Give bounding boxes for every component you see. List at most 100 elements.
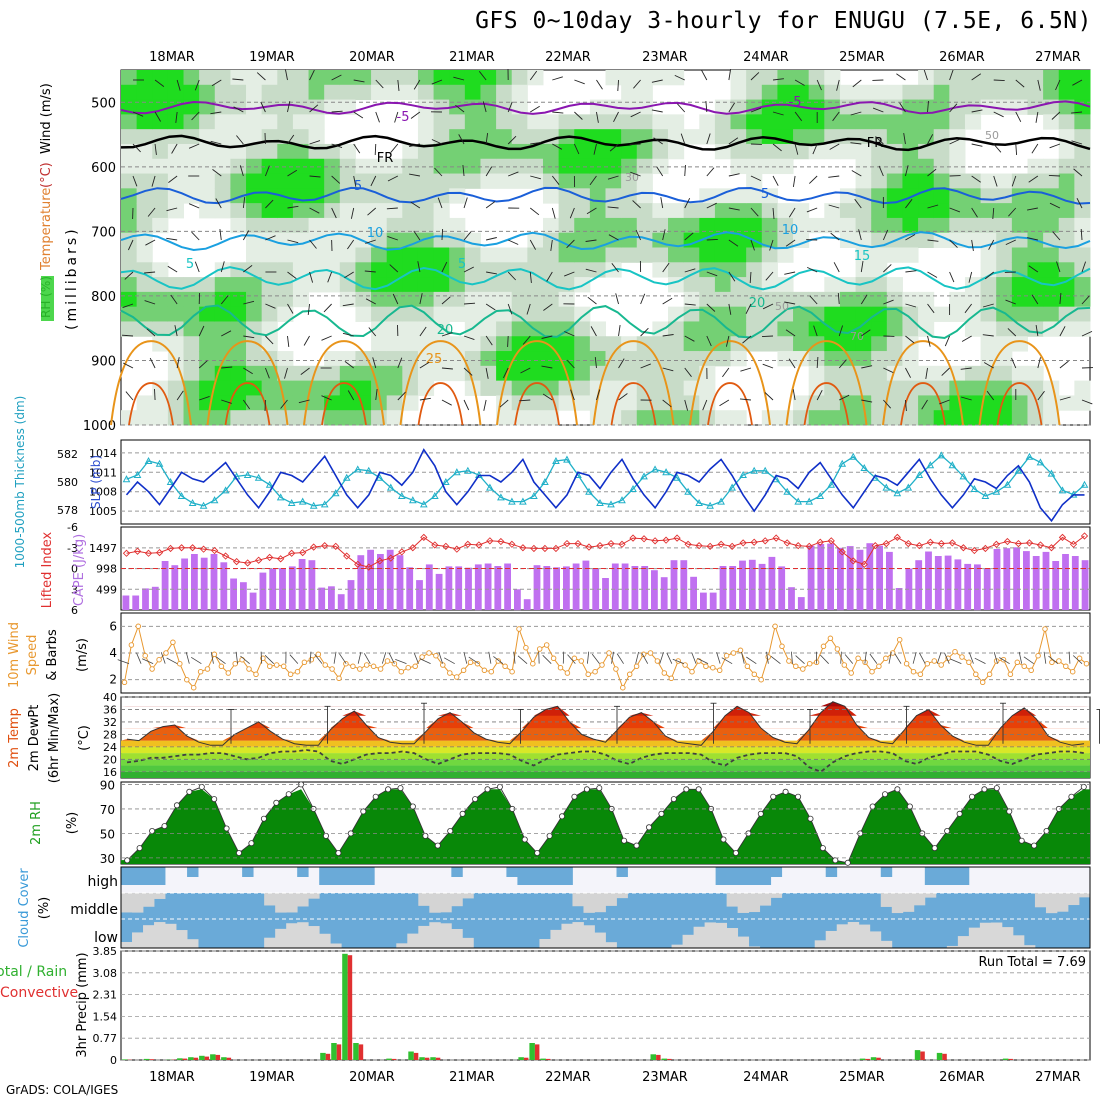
surface-wind-barb <box>1018 651 1023 664</box>
wind-barb <box>410 201 421 209</box>
li-point <box>937 539 945 548</box>
wind-barb <box>1052 231 1061 241</box>
wind-barb <box>168 175 178 183</box>
li-point <box>210 546 219 555</box>
surface-wind-barb <box>160 652 166 664</box>
rh-point <box>695 786 702 793</box>
rh-cell <box>964 395 982 411</box>
rh-cell <box>292 114 310 130</box>
rh-cell <box>121 262 138 278</box>
rh-cell <box>605 336 622 352</box>
cape-bar <box>1003 548 1011 610</box>
rh-cell <box>292 247 310 263</box>
wind-barb <box>243 265 253 273</box>
cloud-mid-gap <box>154 893 166 899</box>
wind-barb <box>265 335 274 345</box>
rh-cell <box>605 129 622 145</box>
rh-point <box>521 836 528 843</box>
wind-barb <box>265 235 276 241</box>
rh-cell <box>496 70 513 86</box>
rh-cell <box>699 217 716 234</box>
rh-cell <box>668 336 685 352</box>
rh-cell <box>1011 203 1028 219</box>
rh-cell <box>621 336 638 352</box>
rh-cell <box>871 84 888 101</box>
wind-barb <box>927 204 939 209</box>
rh-cell <box>980 217 997 234</box>
rh-cell <box>668 232 685 248</box>
surface-wind-barb <box>517 655 528 664</box>
wind-barb <box>788 358 796 369</box>
temperature-contour-25 <box>882 340 964 426</box>
rh-cell <box>542 306 560 322</box>
rh-cell <box>402 188 419 204</box>
cape-bar <box>445 566 453 610</box>
wind-barb <box>1005 299 1016 305</box>
rh-area <box>121 789 1090 864</box>
rh-cell <box>183 410 200 426</box>
temperature-contour <box>120 100 1091 115</box>
wind-barb <box>550 239 553 251</box>
wind-barb <box>772 207 775 220</box>
rh-cell <box>183 321 200 337</box>
rh-cell <box>652 114 669 130</box>
li-point <box>948 539 956 547</box>
rh-point <box>720 836 727 843</box>
rh-cell <box>371 291 388 308</box>
rh-cell <box>824 380 841 396</box>
wind-barb <box>764 392 774 401</box>
rh-cell <box>621 232 638 248</box>
rh-cell <box>183 351 200 367</box>
cloud-low-gap <box>737 936 750 948</box>
wind-barb <box>1031 143 1039 154</box>
wind-barb <box>154 79 165 87</box>
rh-cell <box>433 70 450 86</box>
cloud-low-gap <box>572 922 584 948</box>
rh-cell <box>918 129 935 145</box>
rh-cell <box>574 232 591 248</box>
rh-point <box>496 783 503 790</box>
li-point <box>651 537 659 545</box>
rh-cell <box>433 158 450 175</box>
wind-barb <box>350 207 355 219</box>
rh-cell <box>136 99 153 115</box>
ylabel-temp: Temperature <box>39 188 54 271</box>
rh-cell <box>699 380 716 396</box>
rh-point <box>819 845 826 852</box>
li-point <box>486 537 494 545</box>
temperature-contour-25 <box>399 340 482 426</box>
rh-cell <box>277 143 294 160</box>
rh-cell <box>558 173 575 189</box>
li-point <box>981 544 990 553</box>
rh-cell <box>1011 262 1028 278</box>
surface-wind-barb <box>721 657 733 665</box>
rh-cell <box>933 380 950 396</box>
wind-barb <box>816 79 822 91</box>
surface-wind-barb <box>919 652 926 664</box>
rh-cell <box>464 84 481 101</box>
rh-cell <box>668 114 685 130</box>
rh-cell <box>417 173 435 189</box>
ylabel-cloud-unit: (%) <box>37 897 52 920</box>
cape-bar <box>709 592 717 610</box>
wind-barb <box>463 335 475 341</box>
wind-barb <box>927 100 929 113</box>
cape-bar <box>954 559 962 610</box>
wind-barb <box>706 335 712 347</box>
wind-barb <box>530 175 542 180</box>
wind-barb <box>552 143 563 150</box>
rh-cell <box>292 84 310 101</box>
rh-cell <box>855 247 872 263</box>
wind-barb <box>1072 79 1083 86</box>
rh-cell <box>574 262 591 278</box>
rh-cell <box>1074 173 1091 189</box>
rh-cell <box>308 84 325 101</box>
rh-cell <box>324 365 341 382</box>
wind-barb <box>375 79 384 89</box>
wind-speed-point <box>377 666 384 672</box>
rh-cell <box>167 143 185 160</box>
li-point <box>629 534 637 542</box>
wind-barb <box>769 239 774 251</box>
cape-bar <box>817 544 825 610</box>
wind-barb <box>750 239 755 251</box>
